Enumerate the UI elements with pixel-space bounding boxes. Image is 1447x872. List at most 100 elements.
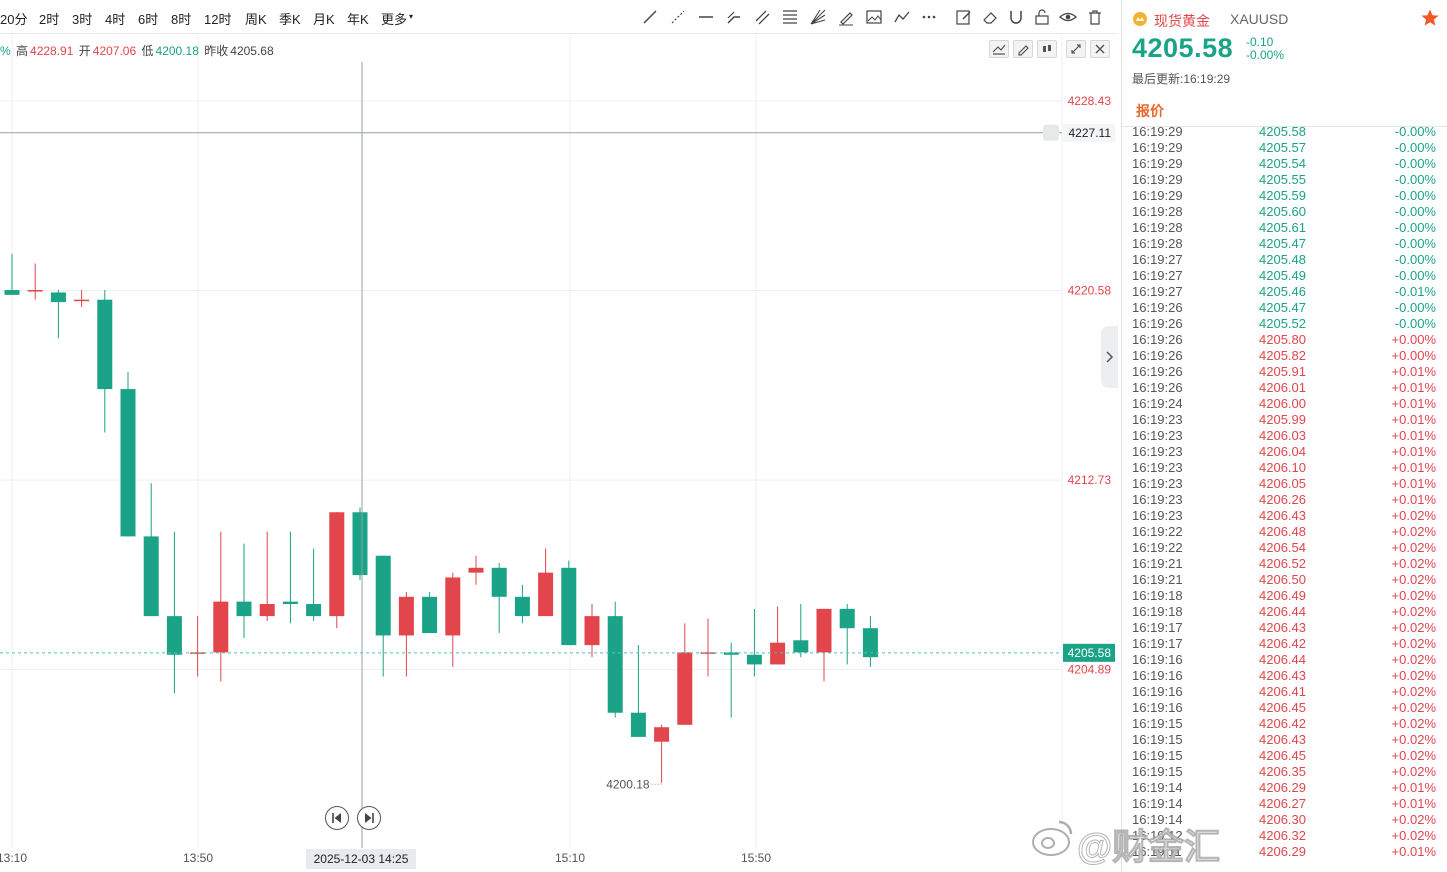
ray-line-icon[interactable] [669, 8, 687, 26]
tick-row: 16:19:14 4206.30 +0.02% [1122, 812, 1447, 828]
tick-time: 16:19:27 [1132, 284, 1183, 299]
indicator-settings-icon[interactable] [989, 40, 1009, 58]
tick-price: 4206.26 [1259, 492, 1306, 507]
tick-percent: +0.02% [1391, 748, 1436, 763]
candle-body [793, 640, 809, 653]
timeframe-2[interactable]: 3时 [72, 12, 93, 27]
image-icon[interactable] [865, 8, 883, 26]
brush-icon[interactable] [837, 8, 855, 26]
channel-icon[interactable] [725, 8, 743, 26]
scroll-forward-button[interactable] [357, 806, 381, 830]
tick-time: 16:19:26 [1132, 348, 1183, 363]
close-icon[interactable] [1090, 40, 1110, 58]
tick-price: 4205.58 [1259, 124, 1306, 139]
tick-time: 16:19:28 [1132, 204, 1183, 219]
tick-price: 4205.82 [1259, 348, 1306, 363]
parallel-line-icon[interactable] [753, 8, 771, 26]
timeframe-6[interactable]: 12时 [204, 12, 232, 27]
trash-icon[interactable] [1086, 8, 1104, 26]
tick-price: 4205.48 [1259, 252, 1306, 267]
timeframe-10[interactable]: 年K [347, 12, 369, 27]
eye-icon[interactable] [1059, 8, 1077, 26]
tick-row: 16:19:23 4206.10 +0.01% [1122, 460, 1447, 476]
tick-price: 4206.52 [1259, 556, 1306, 571]
candle-body [398, 596, 414, 636]
change-value: -0.10 [1246, 35, 1274, 49]
tick-time: 16:19:14 [1132, 780, 1183, 795]
candles [4, 253, 878, 783]
current-price-label: 4205.58 [1068, 646, 1112, 660]
tick-price: 4205.47 [1259, 300, 1306, 315]
candle-body [584, 616, 600, 646]
tick-row: 16:19:29 4205.58 -0.00% [1122, 124, 1447, 140]
favorite-star-icon[interactable] [1420, 8, 1440, 28]
magnet-icon[interactable] [1007, 8, 1025, 26]
candle-body [50, 292, 66, 303]
eraser-icon[interactable] [981, 8, 999, 26]
tick-time: 16:19:27 [1132, 268, 1183, 283]
pencil-icon[interactable] [1013, 40, 1033, 58]
tab-quotes[interactable]: 报价 [1136, 103, 1164, 119]
tick-time: 16:19:28 [1132, 220, 1183, 235]
tick-percent: -0.00% [1394, 204, 1436, 219]
timeframe-11[interactable]: 更多 [381, 12, 408, 27]
tick-percent: -0.00% [1394, 236, 1436, 251]
timeframe-8[interactable]: 季K [279, 12, 301, 27]
time-tick-label: 13:10 [0, 851, 27, 865]
edit-icon[interactable] [955, 8, 973, 26]
tick-time: 16:19:22 [1132, 524, 1183, 539]
candlestick-chart[interactable]: 4227.11 4205.58 4200.18 4228.43 4220.58 4212… [0, 0, 1118, 872]
tick-row: 16:19:14 4206.27 +0.01% [1122, 796, 1447, 812]
horizontal-line-icon[interactable] [697, 8, 715, 26]
tick-time: 16:19:18 [1132, 588, 1183, 603]
timeframe-0[interactable]: 20分 [0, 12, 28, 27]
tick-percent: +0.01% [1391, 460, 1436, 475]
tick-percent: +0.02% [1391, 540, 1436, 555]
scroll-back-button[interactable] [325, 806, 349, 830]
timeframe-1[interactable]: 2时 [39, 12, 60, 27]
tick-price: 4205.49 [1259, 268, 1306, 283]
chevron-right-icon [1106, 351, 1114, 363]
crosshair-price-box [1063, 123, 1115, 142]
tick-time: 16:19:21 [1132, 572, 1183, 587]
tick-row: 16:19:28 4205.47 -0.00% [1122, 236, 1447, 252]
ohlc-legend: % 高 4228.91 开 4207.06 低 4200.18 昨收 4205.68 [0, 42, 276, 58]
instrument-symbol: XAUUSD [1230, 11, 1289, 27]
tick-time: 16:19:16 [1132, 668, 1183, 683]
candle-style-icon[interactable] [1037, 40, 1057, 58]
pattern-icon[interactable] [893, 8, 911, 26]
tick-price: 4205.61 [1259, 220, 1306, 235]
tick-row: 16:19:28 4205.60 -0.00% [1122, 204, 1447, 220]
candle-body [329, 512, 345, 617]
tick-price: 4206.27 [1259, 796, 1306, 811]
open-label: 开 [78, 44, 91, 58]
tick-row: 16:19:21 4206.52 +0.02% [1122, 556, 1447, 572]
tick-row: 16:19:15 4206.45 +0.02% [1122, 748, 1447, 764]
gann-fan-icon[interactable] [809, 8, 827, 26]
tick-row: 16:19:29 4205.54 -0.00% [1122, 156, 1447, 172]
more-caret-icon[interactable]: ▾ [409, 12, 414, 21]
tick-time: 16:19:16 [1132, 700, 1183, 715]
timeframe-5[interactable]: 8时 [171, 12, 192, 27]
tick-row: 16:19:15 4206.35 +0.02% [1122, 764, 1447, 780]
trend-line-icon[interactable] [641, 8, 659, 26]
tick-list: 16:19:29 4205.58 -0.00% 16:19:29 4205.57 -0.0… [1122, 124, 1447, 860]
collapse-panel-button[interactable] [1101, 326, 1118, 388]
tick-row: 16:19:16 4206.44 +0.02% [1122, 652, 1447, 668]
fullscreen-icon[interactable] [1066, 40, 1086, 58]
fibonacci-icon[interactable] [781, 8, 799, 26]
tick-percent: +0.01% [1391, 444, 1436, 459]
timeframe-4[interactable]: 6时 [138, 12, 159, 27]
more-tools-icon[interactable] [920, 8, 938, 26]
tick-row: 16:19:12 4206.32 +0.02% [1122, 828, 1447, 844]
tick-percent: +0.01% [1391, 396, 1436, 411]
timeframe-7[interactable]: 周K [245, 12, 267, 27]
time-tick-label: 15:10 [555, 851, 585, 865]
timeframe-3[interactable]: 4时 [105, 12, 126, 27]
tick-time: 16:19:12 [1132, 828, 1183, 843]
tick-price: 4206.01 [1259, 380, 1306, 395]
timeframe-9[interactable]: 月K [313, 12, 335, 27]
tick-percent: +0.02% [1391, 764, 1436, 779]
tick-time: 16:19:15 [1132, 748, 1183, 763]
lock-icon[interactable] [1033, 8, 1051, 26]
